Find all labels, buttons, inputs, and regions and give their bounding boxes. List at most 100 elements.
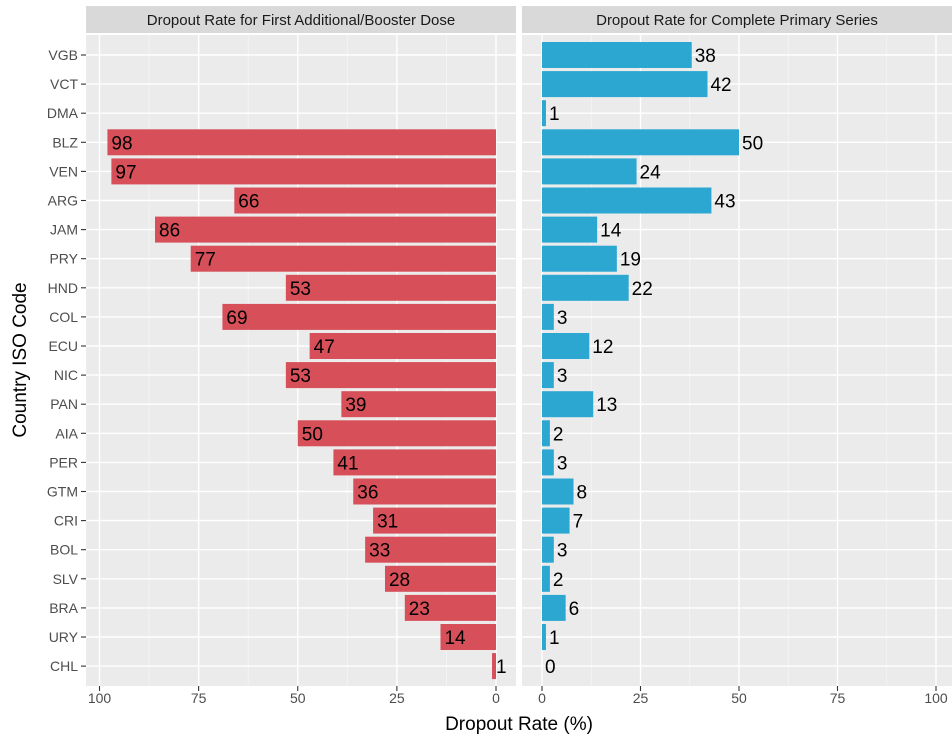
y-tick-label-cri: CRI (54, 513, 78, 529)
data-label-arg: 66 (238, 192, 259, 213)
x-tick-label: 0 (492, 690, 500, 706)
bar-hnd (285, 274, 496, 301)
data-label-bra: 23 (409, 599, 430, 620)
x-tick-label: 25 (633, 690, 649, 706)
data-label-chl: 0 (545, 657, 556, 678)
panel-title-primary-series: Dropout Rate for Complete Primary Series (596, 12, 878, 29)
y-tick-label-ven: VEN (49, 163, 78, 179)
y-tick-label-nic: NIC (54, 367, 78, 383)
data-label-col: 69 (226, 308, 247, 329)
x-tick-label: 0 (538, 690, 546, 706)
data-label-vct: 42 (710, 75, 731, 96)
panel-primary-series: Dropout Rate for Complete Primary Series… (522, 6, 952, 686)
bar-cri (542, 507, 570, 534)
y-tick-label-dma: DMA (47, 105, 79, 121)
bar-blz (542, 129, 739, 156)
x-tick-label: 25 (389, 690, 405, 706)
bar-pan (341, 391, 496, 418)
bar-arg (234, 187, 496, 214)
y-tick-label-chl: CHL (50, 658, 78, 674)
data-label-jam: 14 (600, 221, 622, 242)
x-tick-label: 100 (88, 690, 112, 706)
x-tick-label: 50 (290, 690, 306, 706)
bar-aia (297, 420, 496, 447)
data-label-slv: 28 (389, 570, 410, 591)
data-label-slv: 2 (553, 570, 564, 591)
bar-per (333, 449, 496, 476)
x-tick-label: 100 (924, 690, 948, 706)
y-tick-label-gtm: GTM (47, 484, 78, 500)
bar-ven (111, 158, 497, 185)
bar-per (542, 449, 554, 476)
bar-bol (542, 536, 554, 563)
panel-booster-dose: Dropout Rate for First Additional/Booste… (86, 6, 516, 686)
bar-gtm (353, 478, 496, 505)
bar-nic (542, 362, 554, 389)
x-tick-label: 50 (731, 690, 747, 706)
bar-arg (542, 187, 712, 214)
data-label-ury: 1 (549, 628, 560, 649)
bar-pan (542, 391, 594, 418)
strip-booster-dose (86, 6, 516, 33)
data-label-blz: 50 (742, 133, 763, 154)
strip-primary-series (522, 6, 952, 33)
bar-aia (542, 420, 550, 447)
y-axis-title: Country ISO Code (10, 282, 31, 437)
bar-nic (285, 362, 496, 389)
y-tick-label-bol: BOL (50, 542, 78, 558)
bar-pry (190, 245, 496, 272)
data-label-pry: 77 (195, 250, 216, 271)
y-tick-label-ecu: ECU (48, 338, 78, 354)
x-tick-label: 75 (191, 690, 207, 706)
y-tick-label-ury: URY (49, 629, 79, 645)
bar-bol (365, 536, 496, 563)
y-tick-label-aia: AIA (55, 425, 78, 441)
bar-gtm (542, 478, 574, 505)
y-tick-label-vct: VCT (50, 76, 78, 92)
bar-pry (542, 245, 617, 272)
bar-bra (404, 594, 496, 621)
data-label-aia: 2 (553, 424, 564, 445)
data-label-bol: 3 (557, 541, 568, 562)
bar-vct (542, 71, 708, 98)
data-label-aia: 50 (302, 424, 323, 445)
bar-hnd (542, 274, 629, 301)
bar-jam (155, 216, 496, 243)
x-axis-primary-series: 0 25 50 75 100 (538, 686, 948, 706)
bar-col (222, 303, 497, 330)
bar-ury (440, 624, 496, 650)
bar-bra (542, 594, 566, 621)
bar-vgb (542, 42, 692, 68)
bar-ven (542, 158, 637, 185)
y-tick-label-slv: SLV (53, 571, 79, 587)
y-tick-label-hnd: HND (48, 280, 78, 296)
bar-ury (542, 624, 546, 650)
data-label-nic: 3 (557, 366, 568, 387)
data-label-jam: 86 (159, 221, 180, 242)
data-label-bol: 33 (369, 541, 390, 562)
y-axis: VGB VCT DMA BLZ VEN ARG JAM PRY HND COL ECU NIC PAN A… (47, 47, 86, 674)
y-tick-label-col: COL (49, 309, 78, 325)
data-label-col: 3 (557, 308, 568, 329)
bar-dma (542, 100, 546, 127)
data-label-gtm: 36 (357, 483, 378, 504)
data-label-vgb: 38 (695, 46, 716, 67)
panel-title-booster-dose: Dropout Rate for First Additional/Booste… (147, 12, 455, 29)
y-tick-label-per: PER (49, 454, 78, 470)
bar-slv (542, 565, 550, 592)
data-label-pan: 13 (596, 395, 617, 416)
data-label-ven: 97 (115, 162, 136, 183)
bar-ecu (309, 333, 496, 359)
data-label-ecu: 12 (592, 337, 613, 358)
y-tick-label-jam: JAM (50, 222, 78, 238)
bar-jam (542, 216, 598, 243)
data-label-dma: 1 (549, 104, 560, 125)
data-label-pan: 39 (345, 395, 366, 416)
data-label-blz: 98 (111, 133, 132, 154)
y-tick-label-pry: PRY (49, 251, 78, 267)
bar-chl (492, 653, 496, 680)
y-tick-label-vgb: VGB (48, 47, 78, 63)
